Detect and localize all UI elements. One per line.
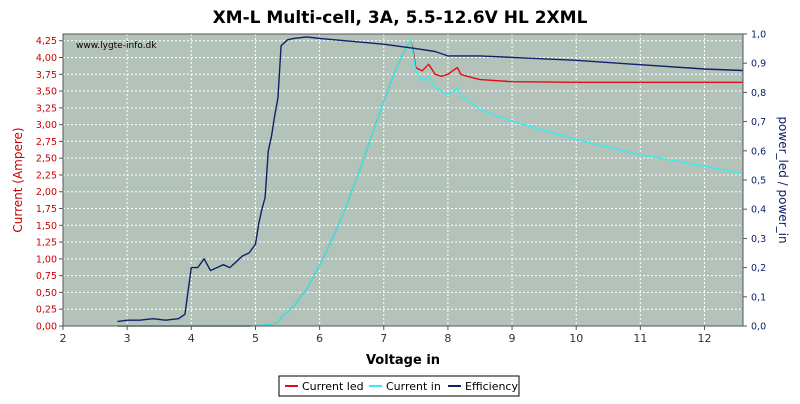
y-left-tick-label: 1,50: [36, 221, 57, 232]
left-axis-label: Current (Ampere): [11, 127, 25, 232]
y-right-tick-label: 0,6: [751, 146, 766, 157]
series-layer: [117, 36, 744, 327]
y-left-tick-label: 2,75: [36, 137, 57, 148]
y-right-tick-label: 0,8: [751, 88, 766, 99]
x-tick-label: 4: [188, 332, 195, 345]
y-right-tick-label: 0,2: [751, 263, 766, 274]
grid-lines: [62, 34, 743, 327]
y-left-tick-label: 4,00: [36, 53, 57, 64]
x-axis-ticks: 2 3 4 5 6 7 8 9 10 11 12: [60, 326, 712, 345]
y-left-tick-label: 0,50: [36, 288, 57, 299]
y-right-tick-label: 0,0: [751, 322, 766, 333]
watermark: www.lygte-info.dk: [76, 41, 157, 51]
legend-label-current-led: Current led: [302, 380, 364, 393]
y-left-tick-label: 1,75: [36, 204, 57, 215]
left-axis-ticks: 0,00 0,25 0,50 0,75 1,00 1,25 1,50 1,75 2,00 2,25…: [36, 36, 63, 333]
legend-label-current-in: Current in: [386, 380, 441, 393]
y-right-tick-label: 0,7: [751, 117, 766, 128]
y-left-tick-label: 0,75: [36, 271, 57, 282]
series-line-current-in: [117, 40, 744, 327]
y-left-tick-label: 3,75: [36, 70, 57, 81]
x-tick-label: 11: [633, 332, 647, 345]
y-left-tick-label: 3,25: [36, 103, 57, 114]
y-left-tick-label: 4,25: [36, 36, 57, 47]
x-tick-label: 12: [698, 332, 712, 345]
x-tick-label: 10: [569, 332, 583, 345]
x-tick-label: 3: [124, 332, 131, 345]
y-right-tick-label: 0,5: [751, 176, 766, 187]
legend-box: [278, 375, 520, 397]
chart-title: XM-L Multi-cell, 3A, 5.5-12.6V HL 2XML: [213, 8, 588, 28]
series-line-efficiency: [117, 36, 744, 323]
y-right-tick-label: 1,0: [751, 30, 766, 41]
x-tick-label: 6: [316, 332, 323, 345]
right-axis-label: power_led / power_in: [776, 116, 790, 243]
y-right-tick-label: 0,9: [751, 59, 766, 70]
plot-area: [63, 34, 743, 326]
y-left-tick-label: 3,50: [36, 87, 57, 98]
y-left-tick-label: 1,00: [36, 254, 57, 265]
y-right-tick-label: 0,1: [751, 292, 766, 303]
y-left-tick-label: 1,25: [36, 238, 57, 249]
legend: Current led Current in Efficiency: [278, 375, 520, 397]
x-tick-label: 8: [444, 332, 451, 345]
y-left-tick-label: 3,00: [36, 120, 57, 131]
y-right-tick-label: 0,4: [751, 205, 766, 216]
y-left-tick-label: 2,50: [36, 154, 57, 165]
x-tick-label: 7: [380, 332, 387, 345]
right-axis-ticks: 0,0 0,1 0,2 0,3 0,4 0,5 0,6 0,7 0,8 0,9 1,0: [743, 30, 766, 333]
y-left-tick-label: 2,25: [36, 170, 57, 181]
y-left-tick-label: 0,00: [36, 322, 57, 333]
x-tick-label: 5: [252, 332, 259, 345]
y-right-tick-label: 0,3: [751, 234, 766, 245]
x-axis-label: Voltage in: [366, 353, 440, 368]
x-tick-label: 2: [60, 332, 67, 345]
y-left-tick-label: 0,25: [36, 305, 57, 316]
y-left-tick-label: 2,00: [36, 187, 57, 198]
legend-label-efficiency: Efficiency: [465, 380, 518, 393]
x-tick-label: 9: [509, 332, 516, 345]
